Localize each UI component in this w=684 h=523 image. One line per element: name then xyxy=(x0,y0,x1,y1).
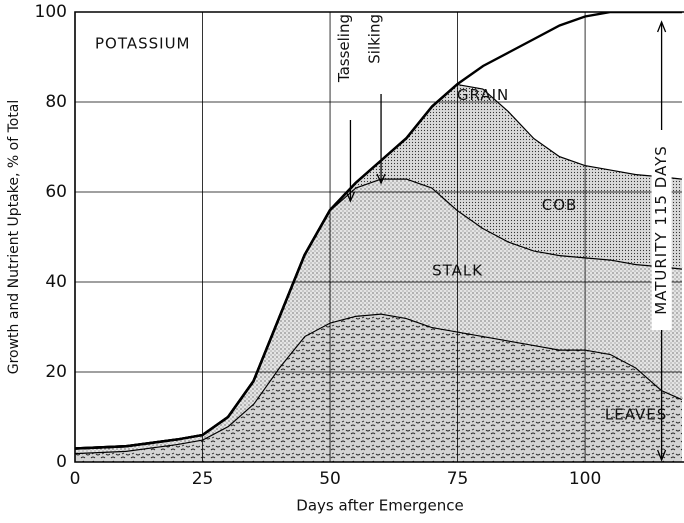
x-tick-label: 50 xyxy=(319,469,341,489)
area-texture xyxy=(75,12,682,449)
y-tick-label: 80 xyxy=(45,92,67,112)
arrow-head xyxy=(656,449,667,462)
arrow-head xyxy=(656,20,667,33)
series-label: COB xyxy=(542,196,578,214)
series-label: LEAVES xyxy=(605,405,667,423)
y-tick-label: 40 xyxy=(45,272,67,292)
y-tick-label: 20 xyxy=(45,362,67,382)
x-tick-label: 100 xyxy=(569,469,601,489)
area-edge xyxy=(75,12,682,450)
annotation-bg xyxy=(651,130,672,330)
annotation: Tasseling xyxy=(335,14,353,83)
y-tick-label: 0 xyxy=(56,452,67,472)
axis xyxy=(74,11,684,463)
y-tick-label: 100 xyxy=(35,2,67,22)
series-label: STALK xyxy=(432,261,483,279)
area-texture xyxy=(75,178,682,453)
y-tick-label: 60 xyxy=(45,182,67,202)
arrow-head xyxy=(345,191,356,203)
x-tick-label: 25 xyxy=(192,469,214,489)
annotation: Silking xyxy=(366,14,384,64)
y-axis-label: Growth and Nutrient Uptake, % of Total xyxy=(6,100,22,375)
series-label: GRAIN xyxy=(457,86,509,104)
area-texture xyxy=(75,84,682,449)
arrow-head xyxy=(376,173,386,185)
area-texture xyxy=(75,313,682,462)
x-tick-label: 0 xyxy=(70,469,81,489)
annotation: MATURITY 115 DAYS xyxy=(652,145,670,315)
x-tick-label: 75 xyxy=(447,469,469,489)
chart-title: POTASSIUM xyxy=(95,35,191,53)
x-axis-label: Days after Emergence xyxy=(296,497,463,515)
